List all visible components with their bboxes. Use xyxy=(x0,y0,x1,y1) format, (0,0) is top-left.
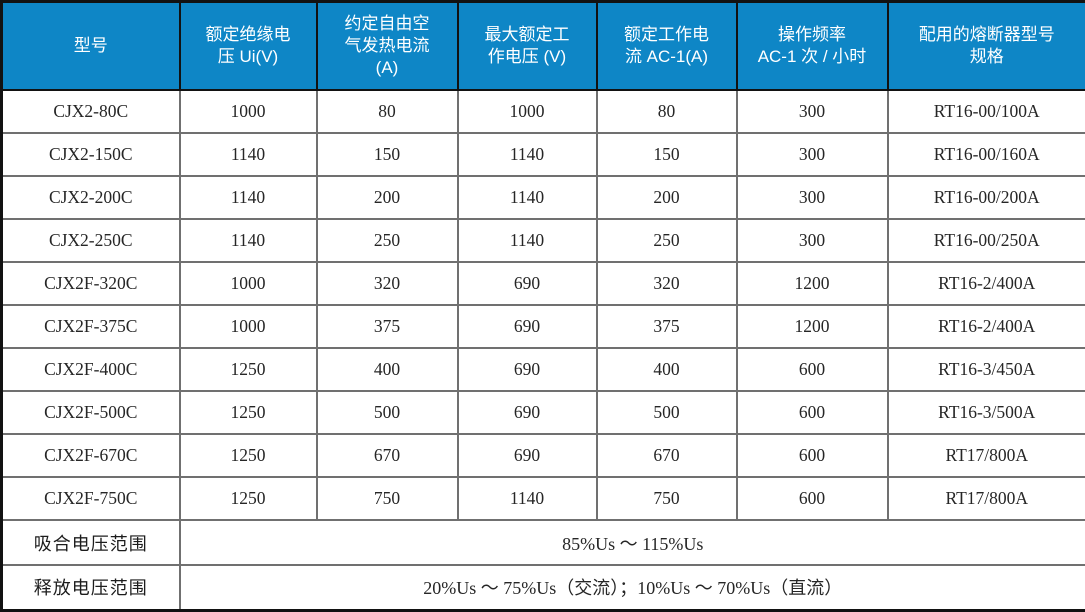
value-cell: 400 xyxy=(315,347,459,392)
value-cell: 600 xyxy=(735,433,889,478)
table-row: CJX2F-670C 1250 670 690 670 600 RT17/800… xyxy=(0,433,1085,478)
value-cell: 690 xyxy=(456,390,598,435)
table-row: CJX2F-750C 1250 750 1140 750 600 RT17/80… xyxy=(0,476,1085,521)
fuse-cell: RT16-3/450A xyxy=(886,347,1085,392)
value-cell: 1140 xyxy=(178,132,318,177)
value-cell: 1000 xyxy=(178,304,318,349)
model-cell: CJX2F-400C xyxy=(0,347,181,392)
value-cell: 600 xyxy=(735,390,889,435)
pickup-voltage-range-label: 吸合电压范围 xyxy=(0,519,181,566)
fuse-cell: RT16-3/500A xyxy=(886,390,1085,435)
value-cell: 375 xyxy=(315,304,459,349)
value-cell: 600 xyxy=(735,347,889,392)
column-header-max-rated-working-voltage: 最大额定工 作电压 (V) xyxy=(456,0,598,91)
table-row: CJX2-250C 1140 250 1140 250 300 RT16-00/… xyxy=(0,218,1085,263)
value-cell: 150 xyxy=(315,132,459,177)
table-row: CJX2F-400C 1250 400 690 400 600 RT16-3/4… xyxy=(0,347,1085,392)
model-cell: CJX2F-750C xyxy=(0,476,181,521)
column-header-model: 型号 xyxy=(0,0,181,91)
value-cell: 1140 xyxy=(456,175,598,220)
value-cell: 750 xyxy=(315,476,459,521)
value-cell: 250 xyxy=(315,218,459,263)
value-cell: 400 xyxy=(595,347,738,392)
value-cell: 1140 xyxy=(456,218,598,263)
model-cell: CJX2F-670C xyxy=(0,433,181,478)
value-cell: 300 xyxy=(735,89,889,134)
fuse-cell: RT16-2/400A xyxy=(886,261,1085,306)
column-header-rated-working-current-ac1: 额定工作电 流 AC-1(A) xyxy=(595,0,738,91)
model-cell: CJX2-150C xyxy=(0,132,181,177)
model-cell: CJX2F-375C xyxy=(0,304,181,349)
table-row: CJX2F-375C 1000 375 690 375 1200 RT16-2/… xyxy=(0,304,1085,349)
value-cell: 1140 xyxy=(178,175,318,220)
value-cell: 150 xyxy=(595,132,738,177)
value-cell: 690 xyxy=(456,433,598,478)
value-cell: 1250 xyxy=(178,347,318,392)
fuse-cell: RT16-00/160A xyxy=(886,132,1085,177)
table-row: CJX2-150C 1140 150 1140 150 300 RT16-00/… xyxy=(0,132,1085,177)
table-row: CJX2-80C 1000 80 1000 80 300 RT16-00/100… xyxy=(0,89,1085,134)
value-cell: 80 xyxy=(315,89,459,134)
value-cell: 80 xyxy=(595,89,738,134)
column-header-rated-insulation-voltage: 额定绝缘电 压 Ui(V) xyxy=(178,0,318,91)
value-cell: 500 xyxy=(315,390,459,435)
value-cell: 500 xyxy=(595,390,738,435)
value-cell: 670 xyxy=(595,433,738,478)
value-cell: 690 xyxy=(456,261,598,306)
fuse-cell: RT16-00/100A xyxy=(886,89,1085,134)
column-header-free-air-thermal-current: 约定自由空 气发热电流 (A) xyxy=(315,0,459,91)
release-voltage-range-value: 20%Us ～ 75%Us（交流）；10%Us ～ 70%Us（直流） xyxy=(178,564,1085,611)
value-cell: 1140 xyxy=(178,218,318,263)
fuse-cell: RT16-00/250A xyxy=(886,218,1085,263)
value-cell: 1250 xyxy=(178,433,318,478)
table-row: CJX2-200C 1140 200 1140 200 300 RT16-00/… xyxy=(0,175,1085,220)
table-row: CJX2F-320C 1000 320 690 320 1200 RT16-2/… xyxy=(0,261,1085,306)
model-cell: CJX2F-320C xyxy=(0,261,181,306)
value-cell: 300 xyxy=(735,218,889,263)
value-cell: 320 xyxy=(315,261,459,306)
value-cell: 750 xyxy=(595,476,738,521)
model-cell: CJX2F-500C xyxy=(0,390,181,435)
value-cell: 670 xyxy=(315,433,459,478)
table-row: 释放电压范围 20%Us ～ 75%Us（交流）；10%Us ～ 70%Us（直… xyxy=(0,564,1085,611)
value-cell: 1140 xyxy=(456,132,598,177)
value-cell: 1000 xyxy=(178,89,318,134)
value-cell: 200 xyxy=(315,175,459,220)
value-cell: 320 xyxy=(595,261,738,306)
model-cell: CJX2-200C xyxy=(0,175,181,220)
fuse-cell: RT16-2/400A xyxy=(886,304,1085,349)
value-cell: 200 xyxy=(595,175,738,220)
fuse-cell: RT17/800A xyxy=(886,433,1085,478)
release-voltage-range-label: 释放电压范围 xyxy=(0,564,181,611)
table-row: 吸合电压范围 85%Us ～ 115%Us xyxy=(0,519,1085,566)
value-cell: 1000 xyxy=(178,261,318,306)
value-cell: 1140 xyxy=(456,476,598,521)
value-cell: 1200 xyxy=(735,304,889,349)
value-cell: 300 xyxy=(735,175,889,220)
value-cell: 250 xyxy=(595,218,738,263)
value-cell: 600 xyxy=(735,476,889,521)
table-row: CJX2F-500C 1250 500 690 500 600 RT16-3/5… xyxy=(0,390,1085,435)
header-row: 型号 额定绝缘电 压 Ui(V) 约定自由空 气发热电流 (A) 最大额定工 作… xyxy=(0,0,1085,91)
value-cell: 690 xyxy=(456,347,598,392)
model-cell: CJX2-80C xyxy=(0,89,181,134)
value-cell: 1000 xyxy=(456,89,598,134)
value-cell: 1250 xyxy=(178,390,318,435)
column-header-operating-frequency: 操作频率 AC-1 次 / 小时 xyxy=(735,0,889,91)
value-cell: 1250 xyxy=(178,476,318,521)
value-cell: 300 xyxy=(735,132,889,177)
value-cell: 690 xyxy=(456,304,598,349)
value-cell: 1200 xyxy=(735,261,889,306)
pickup-voltage-range-value: 85%Us ～ 115%Us xyxy=(178,519,1085,566)
fuse-cell: RT16-00/200A xyxy=(886,175,1085,220)
column-header-fuse-model-spec: 配用的熔断器型号 规格 xyxy=(886,0,1085,91)
value-cell: 375 xyxy=(595,304,738,349)
model-cell: CJX2-250C xyxy=(0,218,181,263)
fuse-cell: RT17/800A xyxy=(886,476,1085,521)
